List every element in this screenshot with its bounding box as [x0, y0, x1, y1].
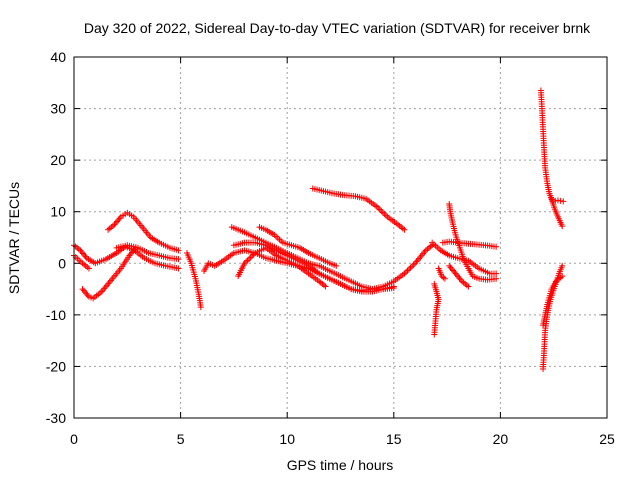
- y-tick-label: -30: [46, 410, 66, 426]
- y-tick-label: 0: [58, 255, 66, 271]
- data-point: [379, 209, 386, 216]
- data-point: [322, 283, 329, 290]
- data-point: [404, 267, 411, 274]
- data-point: [378, 207, 385, 214]
- series-arc-05: [113, 242, 182, 263]
- x-tick-label: 15: [386, 431, 402, 447]
- series-arc-16: [439, 238, 500, 250]
- data-point: [246, 255, 253, 262]
- data-point: [381, 210, 388, 217]
- x-axis-label: GPS time / hours: [287, 457, 394, 473]
- series-arc-12: [309, 185, 408, 233]
- series-arc-03: [79, 244, 139, 302]
- data-point: [175, 265, 182, 272]
- data-point: [554, 197, 561, 204]
- data-point: [493, 270, 500, 277]
- data-point: [557, 197, 564, 204]
- chart-title: Day 320 of 2022, Sidereal Day-to-day VTE…: [84, 20, 591, 36]
- series-arc-06: [183, 249, 204, 311]
- x-tick-label: 0: [70, 431, 78, 447]
- data-point: [375, 205, 382, 212]
- series-arc-11: [256, 224, 340, 269]
- data-point: [382, 212, 389, 219]
- data-point: [407, 264, 414, 271]
- series-arc-10: [235, 244, 329, 290]
- plot-frame: [73, 56, 608, 419]
- data-point: [390, 283, 397, 290]
- data-point: [560, 198, 567, 205]
- series-arc-19: [537, 87, 567, 205]
- series-arc-04: [105, 209, 182, 254]
- y-tick-label: 30: [50, 101, 66, 117]
- grid-lines: [74, 57, 607, 418]
- data-point: [406, 266, 413, 273]
- data-point: [244, 257, 251, 264]
- series-arc-15: [435, 265, 448, 282]
- series-arc-07: [201, 242, 436, 294]
- y-tick-label: 20: [50, 152, 66, 168]
- data-point: [493, 243, 500, 250]
- y-tick-label: -20: [46, 358, 66, 374]
- data-point: [559, 273, 566, 280]
- data-point: [85, 265, 92, 272]
- series-arc-02: [71, 252, 92, 272]
- y-tick-label: 40: [50, 49, 66, 65]
- data-point: [441, 275, 448, 282]
- series-arc-13: [429, 239, 500, 277]
- data-point: [431, 331, 438, 338]
- x-tick-label: 20: [493, 431, 509, 447]
- x-tick-label: 10: [279, 431, 295, 447]
- data-point: [249, 252, 256, 259]
- data-point: [559, 223, 566, 230]
- data-points: [71, 87, 567, 373]
- y-tick-label: -10: [46, 307, 66, 323]
- series-arc-22: [540, 273, 566, 329]
- data-point: [465, 283, 472, 290]
- data-point: [333, 262, 340, 269]
- data-point: [493, 275, 500, 282]
- series-arc-18: [446, 262, 472, 290]
- y-axis-label: SDTVAR / TECUs: [6, 182, 22, 294]
- series-arc-08: [228, 224, 397, 293]
- data-point: [409, 263, 416, 270]
- data-point: [559, 262, 566, 269]
- axis-ticks: 0 5 10 15 20 25 -30 -20 -10 0 10 20 30 40: [46, 49, 615, 447]
- x-tick-label: 5: [177, 431, 185, 447]
- series-arc-09: [230, 239, 397, 295]
- x-tick-label: 25: [599, 431, 615, 447]
- data-point: [175, 247, 182, 254]
- y-tick-label: 10: [50, 204, 66, 220]
- data-point: [410, 261, 417, 268]
- data-point: [401, 226, 408, 233]
- data-point: [402, 269, 409, 276]
- series-arc-17: [446, 200, 500, 283]
- data-point: [175, 256, 182, 263]
- series-arc-14: [431, 280, 442, 338]
- data-point: [376, 206, 383, 213]
- data-point: [197, 304, 204, 311]
- series-arc-20: [548, 195, 566, 230]
